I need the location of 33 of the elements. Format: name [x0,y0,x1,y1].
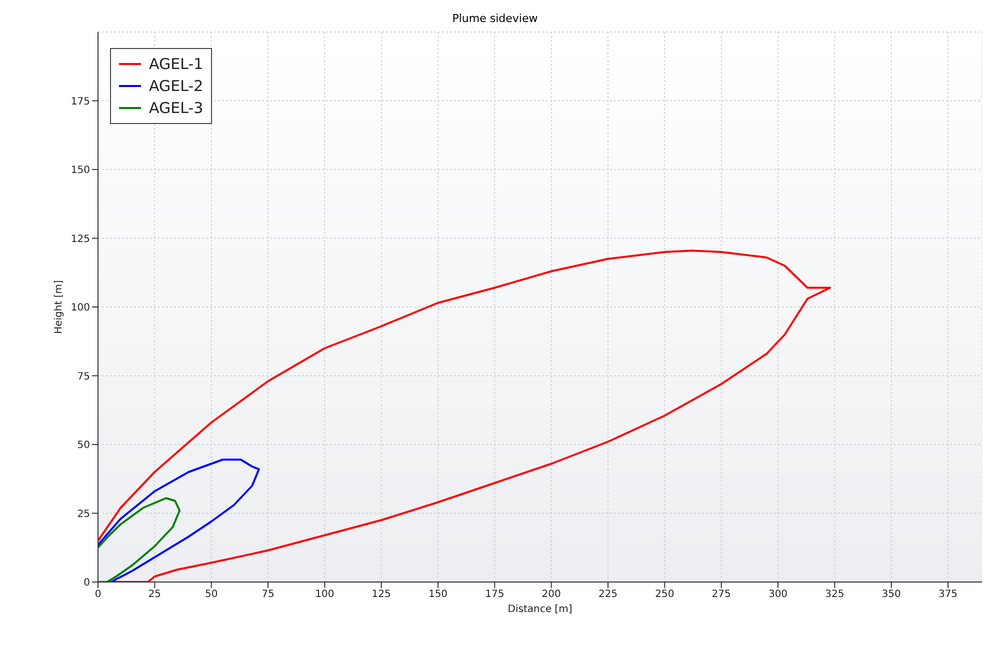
y-tick-label: 150 [70,165,90,176]
x-tick-label: 325 [825,589,844,600]
x-tick-label: 375 [938,589,958,600]
legend-label: AGEL-2 [149,76,204,97]
x-tick-label: 75 [262,589,274,600]
x-tick-label: 275 [712,589,731,600]
legend-label: AGEL-1 [149,54,204,75]
y-tick-label: 125 [70,234,90,245]
x-tick-label: 50 [204,589,218,600]
y-axis-title: Height [m] [54,280,65,334]
x-tick-label: 0 [94,589,102,600]
x-tick-label: 225 [598,589,618,600]
y-tick-label: 100 [70,302,90,314]
x-tick-label: 175 [485,589,504,600]
chart-title: Plume sideview [451,12,539,25]
x-tick-label: 350 [882,589,901,600]
y-tick-label: 25 [77,508,90,520]
y-tick-label: 0 [84,578,90,589]
x-tick-label: 300 [768,589,788,600]
x-tick-label: 200 [542,589,561,600]
x-tick-label: 150 [428,589,448,600]
y-tick-label: 75 [77,371,90,382]
x-tick-label: 100 [315,589,334,600]
y-tick-label: 175 [70,96,90,108]
line-series [98,497,181,582]
legend-label: AGEL-3 [149,98,204,119]
x-tick-label: 250 [655,589,674,600]
y-tick-label: 50 [77,440,90,452]
line-series [98,458,260,582]
x-tick-label: 125 [372,589,391,600]
x-axis-title: Distance [m] [508,604,572,615]
line-series [98,250,832,582]
x-tick-label: 25 [148,589,162,600]
